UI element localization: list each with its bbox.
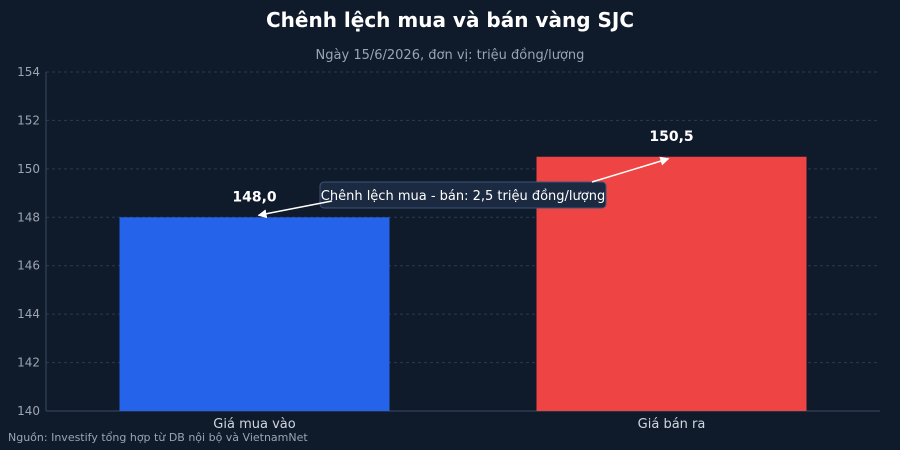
chart-subtitle: Ngày 15/6/2026, đơn vị: triệu đồng/lượng [315, 48, 585, 63]
annotation-arrow-sell [591, 156, 670, 183]
category-label: Giá mua vào [213, 417, 295, 432]
y-tick-label: 142 [17, 356, 40, 370]
chart-title: Chênh lệch mua và bán vàng SJC [265, 8, 635, 32]
bars [119, 156, 807, 411]
y-tick-label: 148 [17, 210, 40, 224]
spread-annotation: Chênh lệch mua - bán: 2,5 triệu đồng/lượ… [257, 156, 670, 219]
annotation-box [319, 181, 607, 209]
annotation-arrow-buy [257, 200, 333, 219]
data-labels: 148,0 Giá mua vào 150,5 Giá bán ra [213, 129, 705, 432]
annotation-text: Chênh lệch mua - bán: 2,5 triệu đồng/lượ… [321, 189, 605, 204]
y-tick-label: 146 [17, 259, 40, 273]
y-tick-label: 144 [17, 307, 40, 321]
category-label: Giá bán ra [638, 417, 706, 432]
y-tick-label: 154 [17, 65, 40, 79]
bar-buy [119, 217, 390, 411]
source-note: Nguồn: Investify tổng hợp từ DB nội bộ v… [8, 431, 308, 444]
y-tick-label: 150 [17, 162, 40, 176]
value-label: 148,0 [232, 189, 277, 205]
y-tick-label: 140 [17, 404, 40, 418]
value-label: 150,5 [649, 129, 693, 145]
y-tick-label: 152 [17, 113, 40, 127]
